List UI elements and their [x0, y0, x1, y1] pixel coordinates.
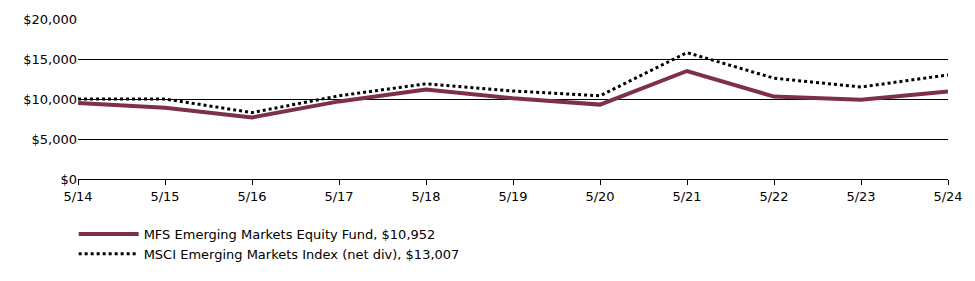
svg-text:5/18: 5/18	[411, 189, 440, 204]
svg-text:5/24: 5/24	[933, 189, 962, 204]
svg-text:MSCI Emerging Markets Index (n: MSCI Emerging Markets Index (net div), $…	[144, 247, 460, 262]
svg-text:5/19: 5/19	[498, 189, 527, 204]
svg-text:5/16: 5/16	[237, 189, 266, 204]
svg-text:5/22: 5/22	[759, 189, 788, 204]
svg-text:5/21: 5/21	[672, 189, 701, 204]
svg-text:$5,000: $5,000	[32, 132, 78, 147]
svg-text:5/20: 5/20	[585, 189, 614, 204]
svg-text:5/17: 5/17	[324, 189, 353, 204]
svg-text:$0: $0	[60, 172, 77, 187]
svg-text:MFS Emerging Markets Equity Fu: MFS Emerging Markets Equity Fund, $10,95…	[144, 227, 436, 242]
svg-text:$20,000: $20,000	[23, 12, 77, 27]
svg-text:$15,000: $15,000	[23, 52, 77, 67]
svg-text:5/15: 5/15	[150, 189, 179, 204]
svg-text:5/14: 5/14	[63, 189, 92, 204]
svg-text:5/23: 5/23	[846, 189, 875, 204]
svg-text:$10,000: $10,000	[23, 92, 77, 107]
